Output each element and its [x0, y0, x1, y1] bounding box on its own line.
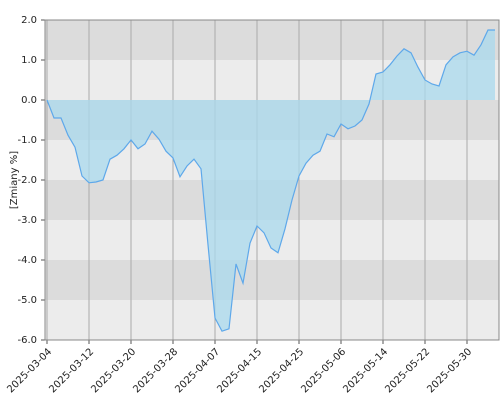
- y-tick-label: -1.0: [17, 135, 37, 146]
- y-tick-label: 2.0: [21, 15, 37, 26]
- y-tick-label: -5.0: [17, 295, 37, 306]
- y-tick-label: -4.0: [17, 255, 37, 266]
- y-tick-label: -3.0: [17, 215, 37, 226]
- y-tick-label: -2.0: [17, 175, 37, 186]
- band: [45, 260, 499, 300]
- y-tick-label: 0.0: [21, 95, 37, 106]
- band: [45, 20, 499, 60]
- area-fill: [47, 30, 495, 332]
- y-axis-label: [Zmiany %]: [9, 151, 20, 209]
- band: [45, 300, 499, 340]
- y-tick-label: 1.0: [21, 55, 37, 66]
- y-tick-label: -6.0: [17, 335, 37, 346]
- x-tick-label: 2025-05-30: [425, 346, 474, 395]
- line: [46, 29, 495, 332]
- plot-frame: [44, 19, 500, 341]
